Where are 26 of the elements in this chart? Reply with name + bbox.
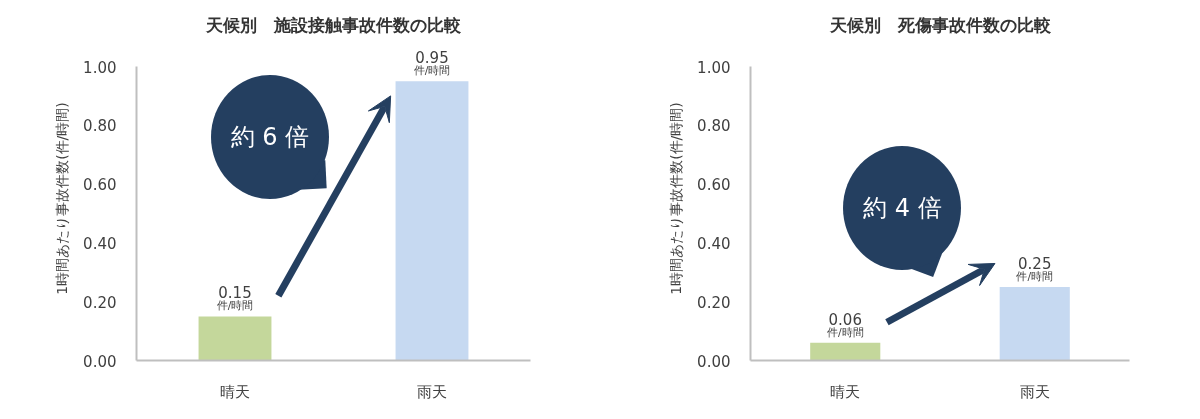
x-tick-label: 晴天 xyxy=(830,382,861,401)
y-axis-title: 1時間あたり事故件数(件/時間) xyxy=(668,102,685,295)
x-tick-label: 晴天 xyxy=(220,382,250,401)
x-tick-label: 雨天 xyxy=(417,382,447,401)
y-tick-label: 0.60 xyxy=(83,176,117,195)
y-tick-label: 0.00 xyxy=(697,352,731,371)
y-tick-label: 0.40 xyxy=(697,234,731,253)
y-tick-label: 1.00 xyxy=(697,58,731,77)
chart-title: 天候別 施設接触事故件数の比較 xyxy=(205,14,462,35)
data-label: 0.15 件/時間 xyxy=(216,284,254,313)
y-tick-label: 1.00 xyxy=(83,58,117,77)
y-axis-title: 1時間あたり事故件数(件/時間) xyxy=(54,102,71,295)
data-label: 0.06 件/時間 xyxy=(826,310,864,339)
data-label: 0.95 件/時間 xyxy=(413,49,451,78)
data-label: 0.25 件/時間 xyxy=(1016,255,1054,283)
y-tick-label: 0.40 xyxy=(83,234,117,253)
annotation: 約 4 倍 xyxy=(863,193,942,223)
x-tick-label: 雨天 xyxy=(1019,382,1050,401)
y-tick-label: 0.60 xyxy=(697,176,731,195)
annotation: 約 6 倍 xyxy=(230,122,310,152)
chart-title: 天候別 死傷事故件数の比較 xyxy=(828,14,1052,35)
y-tick-label: 0.80 xyxy=(697,117,731,136)
y-tick-label: 0.20 xyxy=(697,293,731,312)
y-tick-label: 0.00 xyxy=(83,352,117,371)
y-tick-label: 0.80 xyxy=(83,117,117,136)
y-tick-label: 0.20 xyxy=(83,293,117,312)
